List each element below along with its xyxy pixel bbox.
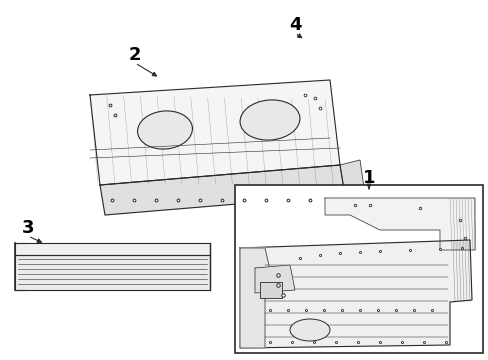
Ellipse shape: [289, 319, 329, 341]
Polygon shape: [15, 243, 209, 255]
Polygon shape: [339, 160, 364, 197]
Polygon shape: [100, 165, 345, 215]
Text: 3: 3: [21, 219, 34, 237]
Text: 1: 1: [362, 169, 374, 187]
Polygon shape: [90, 80, 339, 185]
Polygon shape: [15, 255, 209, 290]
Bar: [260, 282, 282, 298]
Polygon shape: [240, 248, 269, 348]
Polygon shape: [254, 265, 294, 293]
Ellipse shape: [137, 111, 192, 149]
Text: 2: 2: [128, 46, 141, 64]
Bar: [235, 185, 482, 353]
Text: 4: 4: [288, 16, 301, 34]
Ellipse shape: [240, 100, 299, 140]
Polygon shape: [240, 240, 471, 348]
Polygon shape: [325, 198, 474, 250]
